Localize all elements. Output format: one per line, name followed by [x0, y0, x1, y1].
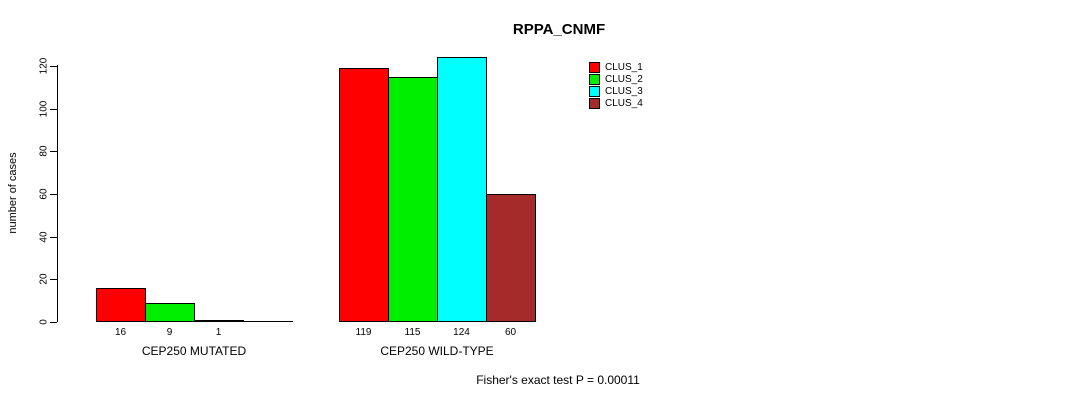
y-tick — [50, 109, 57, 110]
bar-CLUS_1 — [96, 288, 146, 322]
bar-value-label: 60 — [504, 327, 517, 338]
bar-CLUS_3 — [194, 320, 244, 322]
legend-label: CLUS_1 — [605, 61, 643, 73]
bar-CLUS_2 — [388, 77, 438, 322]
bar-value-label: 1 — [215, 327, 222, 338]
legend-label: CLUS_2 — [605, 73, 643, 85]
x-group-label: CEP250 WILD-TYPE — [380, 344, 494, 358]
bar-CLUS_4 — [243, 321, 293, 322]
y-tick-label: 40 — [38, 231, 50, 243]
legend-color-swatch-CLUS_2 — [589, 73, 600, 85]
y-tick — [50, 322, 57, 323]
y-tick-label: 100 — [38, 100, 50, 118]
y-tick-label: 120 — [38, 57, 50, 75]
legend: CLUS_1 CLUS_2 CLUS_3 CLUS_4 — [589, 61, 643, 109]
legend-color-swatch-CLUS_1 — [589, 61, 600, 73]
y-tick — [50, 151, 57, 152]
chart-title: RPPA_CNMF — [512, 21, 606, 38]
bar-CLUS_1 — [339, 68, 389, 322]
bar-value-label: 115 — [404, 327, 421, 338]
y-tick-label: 20 — [38, 273, 50, 285]
bar-value-label: 9 — [166, 327, 173, 338]
legend-item: CLUS_1 — [589, 61, 643, 73]
legend-item: CLUS_4 — [589, 97, 643, 109]
legend-color-swatch-CLUS_4 — [589, 97, 600, 109]
bar-CLUS_3 — [437, 57, 487, 322]
legend-item: CLUS_3 — [589, 85, 643, 97]
bar-CLUS_4 — [486, 194, 536, 322]
legend-label: CLUS_3 — [605, 85, 643, 97]
bar-CLUS_2 — [145, 303, 195, 322]
x-group-label: CEP250 MUTATED — [141, 344, 247, 358]
y-tick-label: 0 — [38, 319, 50, 325]
y-axis — [57, 65, 58, 322]
y-tick — [50, 194, 57, 195]
bar-value-label: 124 — [453, 327, 470, 338]
fisher-test-footnote: Fisher's exact test P = 0.00011 — [476, 373, 640, 387]
y-tick — [50, 279, 57, 280]
y-tick-label: 60 — [38, 188, 50, 200]
bar-value-label: 119 — [355, 327, 372, 338]
legend-color-swatch-CLUS_3 — [589, 85, 600, 97]
y-tick-label: 80 — [38, 145, 50, 157]
bar-value-label: 16 — [114, 327, 127, 338]
y-tick — [50, 66, 57, 67]
y-tick — [50, 237, 57, 238]
legend-label: CLUS_4 — [605, 97, 643, 109]
legend-item: CLUS_2 — [589, 73, 643, 85]
